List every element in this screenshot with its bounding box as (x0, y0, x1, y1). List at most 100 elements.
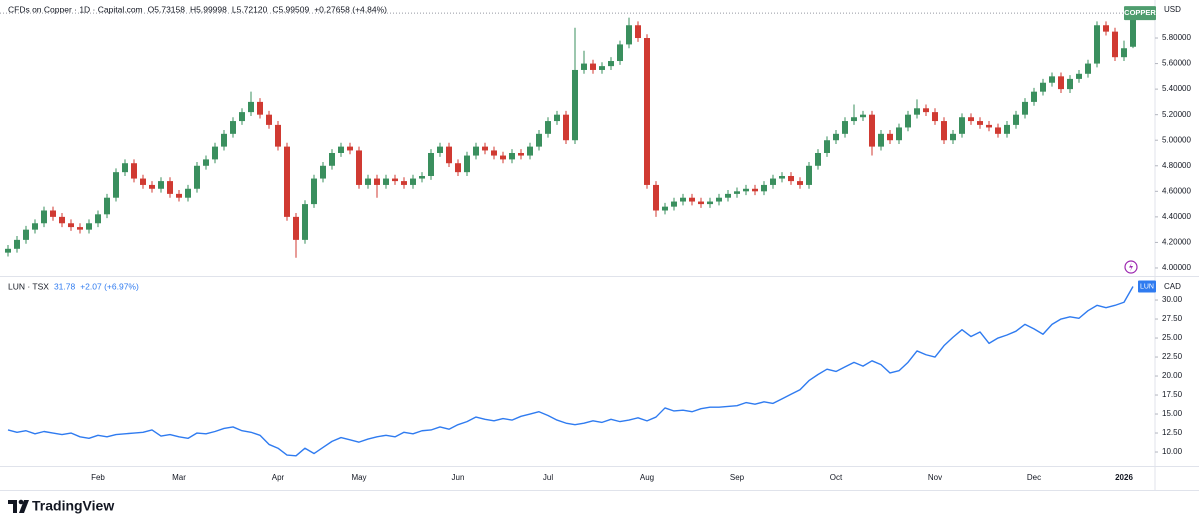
candle-body (14, 239, 20, 249)
candle-body (1031, 91, 1037, 102)
candle-body (707, 201, 713, 205)
candle-body (59, 216, 65, 224)
candle-body (572, 69, 578, 141)
candle-body (509, 152, 515, 160)
x-tick-label: Feb (91, 473, 105, 482)
header-text: H5.99998 (190, 4, 227, 14)
candle-body (689, 197, 695, 202)
candle-body (194, 165, 200, 189)
candle-body (590, 63, 596, 70)
candle-body (311, 178, 317, 205)
candle-body (617, 44, 623, 62)
currency-label: CAD (1164, 282, 1181, 291)
candle-body (887, 133, 893, 141)
candle-body (185, 188, 191, 198)
candle-body (734, 191, 740, 194)
candle-body (464, 155, 470, 173)
candle-body (878, 133, 884, 147)
y-tick-label: 5.80000 (1162, 33, 1191, 42)
candle-body (905, 114, 911, 128)
x-tick-label: Jun (452, 473, 465, 482)
y-tick-label: 4.00000 (1162, 263, 1191, 272)
brand-name: TradingView (32, 498, 114, 514)
line-series (7, 286, 1134, 457)
candle-body (680, 197, 686, 202)
x-tick-label: Jul (543, 473, 553, 482)
candle-body (302, 204, 308, 240)
candle-body (320, 165, 326, 179)
candle-body (824, 140, 830, 153)
header-text: CFDs on Copper · 1D · Capital.com (8, 4, 143, 14)
candle-body (581, 63, 587, 70)
candle-body (32, 223, 38, 230)
candle-body (896, 127, 902, 141)
candle-body (1103, 25, 1109, 32)
candle-body (977, 121, 983, 125)
candle-body (545, 121, 551, 134)
candle-body (104, 197, 110, 215)
candle-body (50, 210, 56, 217)
y-tick-label: 22.50 (1162, 352, 1183, 361)
candle-body (1076, 73, 1082, 79)
candle-body (275, 124, 281, 147)
candle-body (635, 25, 641, 39)
candle-body (1112, 31, 1118, 58)
candle-body (68, 223, 74, 228)
candle-body (554, 114, 560, 122)
candle-body (257, 101, 263, 115)
candle-body (455, 163, 461, 173)
y-tick-label: 12.50 (1162, 428, 1183, 437)
candle-body (374, 178, 380, 185)
candle-body (653, 184, 659, 211)
candle-body (851, 117, 857, 122)
candle-body (518, 152, 524, 156)
candle-body (842, 121, 848, 134)
header-text: 31.78 (54, 281, 76, 291)
candle-body (248, 101, 254, 113)
candle-body (167, 181, 173, 194)
candle-body (266, 114, 272, 125)
candle-body (419, 175, 425, 179)
candle-body (932, 112, 938, 122)
candle-body (644, 38, 650, 185)
candle-body (356, 150, 362, 185)
candle-body (392, 178, 398, 182)
candle-body (86, 223, 92, 230)
candle-body (473, 146, 479, 156)
candle-body (995, 127, 1001, 134)
candle-body (41, 210, 47, 224)
header-text: O5.73158 (148, 4, 186, 14)
y-tick-label: 4.20000 (1162, 238, 1191, 247)
candle-body (743, 188, 749, 192)
candle-body (941, 121, 947, 141)
header-text: +0.27658 (+4.84%) (314, 4, 387, 14)
candle-body (149, 184, 155, 189)
candle-body (1013, 114, 1019, 125)
candle-body (950, 133, 956, 141)
candle-body (446, 146, 452, 164)
x-tick-label: Nov (928, 473, 942, 482)
candle-body (968, 117, 974, 122)
candle-body (482, 146, 488, 151)
y-tick-label: 4.60000 (1162, 186, 1191, 195)
brand-logo (8, 499, 29, 513)
alert-icon[interactable] (1124, 260, 1138, 274)
x-tick-label: Mar (172, 473, 186, 482)
candle-body (212, 146, 218, 160)
header-text: L5.72120 (232, 4, 268, 14)
candle-body (428, 152, 434, 176)
candle-body (284, 146, 290, 217)
candle-body (383, 178, 389, 185)
candle-body (347, 146, 353, 151)
candle-body (626, 25, 632, 45)
candle-body (716, 197, 722, 202)
y-tick-label: 4.40000 (1162, 212, 1191, 221)
x-tick-label: Dec (1027, 473, 1041, 482)
candle-body (779, 175, 785, 179)
y-tick-label: 5.00000 (1162, 135, 1191, 144)
x-tick-label: Apr (272, 473, 285, 482)
candle-body (293, 216, 299, 240)
y-tick-label: 25.00 (1162, 333, 1183, 342)
price-badge (1138, 280, 1156, 293)
x-tick-label: 2026 (1115, 473, 1133, 482)
